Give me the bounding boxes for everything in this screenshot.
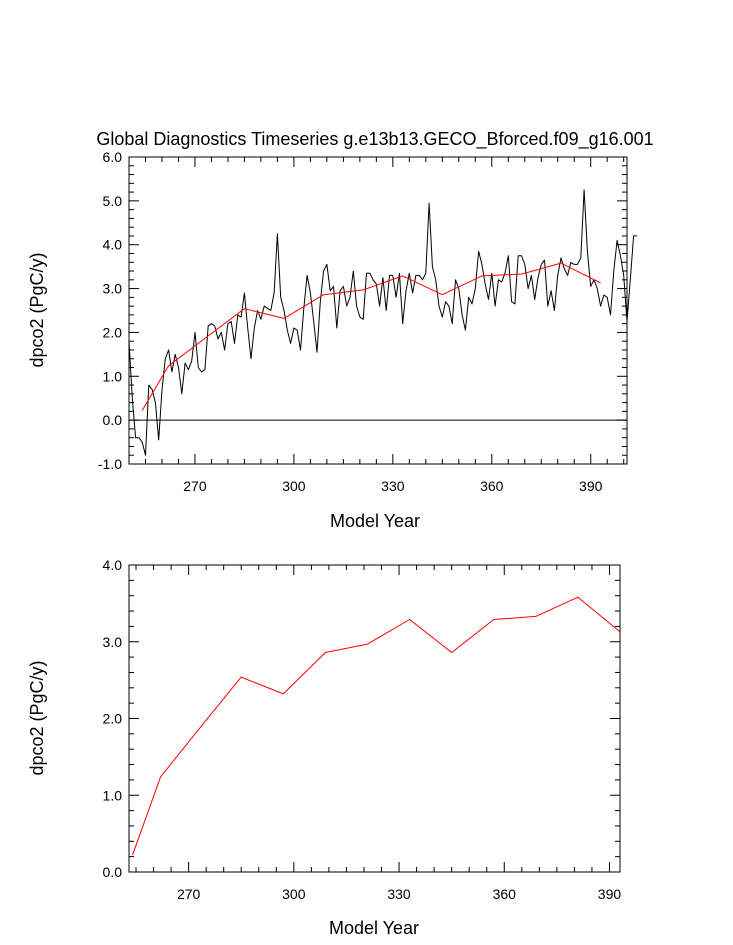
y-axis-label-bottom: dpco2 (PgC/y) [27, 660, 47, 775]
y-tick-label: 4.0 [103, 237, 123, 253]
plot-frame-top [128, 156, 628, 465]
x-tick-label: 300 [282, 886, 306, 902]
y-tick-label: 6.0 [103, 149, 123, 165]
x-tick-label: 300 [282, 478, 306, 494]
x-tick-label: 360 [493, 886, 517, 902]
y-tick-label: 0.0 [103, 864, 123, 880]
y-tick-label: 1.0 [103, 787, 123, 803]
chart-title: Global Diagnostics Timeseries g.e13b13.G… [96, 129, 653, 150]
x-axis-label-top: Model Year [330, 511, 420, 531]
y-axis-label-top: dpco2 (PgC/y) [27, 252, 47, 367]
x-tick-label: 390 [598, 886, 622, 902]
x-axis-label-bottom: Model Year [329, 918, 419, 938]
y-tick-label: -1.0 [98, 456, 122, 472]
x-tick-label: 270 [177, 886, 201, 902]
y-tick-label: 3.0 [103, 281, 123, 297]
y-tick-label: 1.0 [103, 368, 123, 384]
x-tick-label: 270 [183, 478, 207, 494]
y-tick-label: 4.0 [103, 557, 123, 573]
y-tick-label: 3.0 [103, 634, 123, 650]
x-tick-label: 360 [480, 478, 504, 494]
x-tick-label: 330 [387, 886, 411, 902]
series-line-smoothed [141, 262, 601, 411]
y-tick-label: 2.0 [103, 711, 123, 727]
x-tick-label: 330 [381, 478, 405, 494]
y-tick-label: 5.0 [103, 193, 123, 209]
x-tick-label: 390 [579, 478, 603, 494]
series-line-annual [128, 189, 637, 456]
series-line-smoothed [132, 596, 621, 856]
y-tick-label: 0.0 [103, 412, 123, 428]
bottom-panel: 270 300 330 360 390 0.0 1.0 2.0 3.0 4.0 Model Yea… [27, 557, 621, 938]
y-tick-label: 2.0 [103, 324, 123, 340]
top-panel: Global Diagnostics Timeseries g.e13b13.G… [27, 129, 654, 531]
